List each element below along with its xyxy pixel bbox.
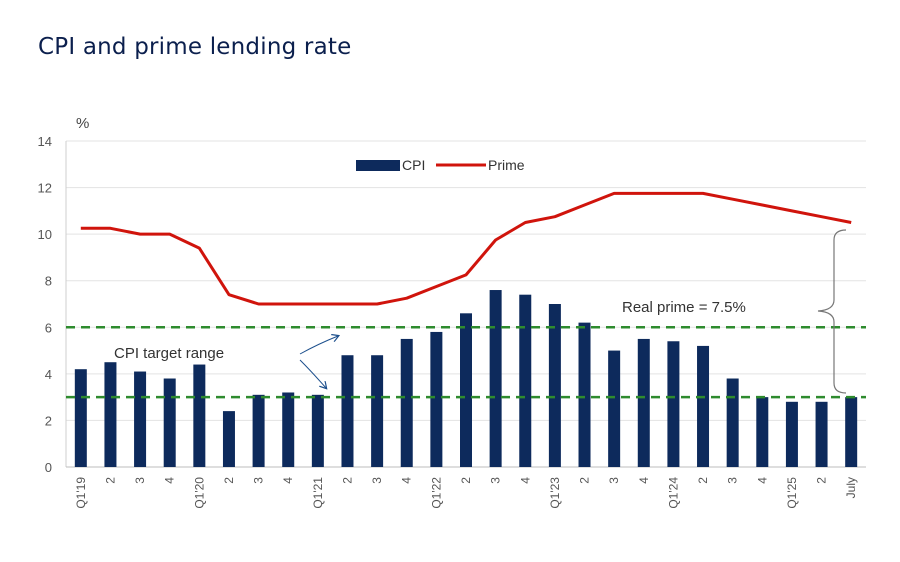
cpi-bar [400,338,413,467]
y-tick-labels: 0 2 4 6 8 10 12 14 [38,134,52,475]
cpi-bar [845,397,858,467]
x-tick-label: Q1'25 [785,477,799,509]
cpi-bar [163,378,176,467]
x-tick-label: Q1'19 [74,477,88,509]
x-tick-label: 2 [815,477,829,484]
x-tick-label: 4 [163,477,177,484]
cpi-bar [548,304,561,467]
x-tick-label: 4 [755,477,769,484]
cpi-bar [815,401,828,467]
x-tick-label: Q1'24 [666,477,680,509]
cpi-bar [341,355,354,467]
cpi-bars [74,290,858,467]
x-tick-label: Q1'23 [548,477,562,509]
cpi-bar [193,364,206,467]
x-tick-label: 2 [340,477,354,484]
cpi-bar [252,394,265,467]
cpi-target-range-label: CPI target range [114,345,224,362]
y-tick-label: 4 [45,367,52,382]
x-tick-label: 3 [726,477,740,484]
chart-title: CPI and prime lending rate [38,34,352,60]
cpi-bar [667,341,680,467]
x-tick-label: 3 [489,477,503,484]
x-tick-label: 3 [607,477,621,484]
y-tick-label: 12 [38,181,52,196]
cpi-bar [637,338,650,467]
x-tick-label: 3 [370,477,384,484]
cpi-bar [222,411,235,467]
legend-cpi-label: CPI [402,157,425,173]
cpi-bar [134,371,147,467]
legend-cpi-swatch [356,160,400,171]
y-tick-label: 8 [45,274,52,289]
cpi-bar [726,378,739,467]
legend-prime-label: Prime [488,157,525,173]
x-tick-label: 4 [281,477,295,484]
x-tick-label: 2 [222,477,236,484]
x-tick-label: 4 [637,477,651,484]
x-tick-label: 2 [459,477,473,484]
x-tick-label: 4 [400,477,414,484]
y-tick-label: 6 [45,320,52,335]
y-axis-label: % [76,115,89,132]
cpi-bar [282,392,295,467]
x-tick-label: 4 [518,477,532,484]
prime-line [80,191,852,306]
x-tick-label: 2 [696,477,710,484]
cpi-bar [519,294,532,467]
brace-icon [817,229,847,394]
x-tick-label: 3 [133,477,147,484]
cpi-bar [697,345,710,467]
y-tick-label: 10 [38,227,52,242]
x-tick-label: Q1'21 [311,477,325,509]
cpi-bar [785,401,798,467]
cpi-bar [578,322,591,467]
target-range-lines [66,326,866,399]
cpi-bar [460,313,472,467]
cpi-bar [311,394,324,467]
x-tick-label: 3 [252,477,266,484]
legend: CPI Prime [356,157,525,173]
x-tick-label: 2 [578,477,592,484]
cpi-bar [608,350,621,467]
arrow-down-icon [299,359,326,388]
cpi-bar [756,397,769,467]
arrow-up-icon [299,336,338,355]
y-tick-label: 14 [38,134,52,149]
x-tick-label: 2 [103,477,117,484]
cpi-bar [371,355,384,467]
cpi-bar [104,362,117,467]
real-prime-label: Real prime = 7.5% [622,299,746,316]
y-tick-label: 2 [45,413,52,428]
cpi-bar [74,369,87,467]
cpi-bar [430,331,443,467]
y-tick-label: 0 [45,460,52,475]
x-tick-label: Q1'22 [429,477,443,509]
x-tick-label: July [844,477,858,498]
x-tick-label: Q1'20 [192,477,206,509]
cpi-bar [489,290,502,467]
x-tick-labels: Q1'19 2 3 4 Q1'20 2 3 4 Q1'21 2 3 4 Q1'22 2 3 4 Q1'23 2 3 4… [74,477,858,509]
